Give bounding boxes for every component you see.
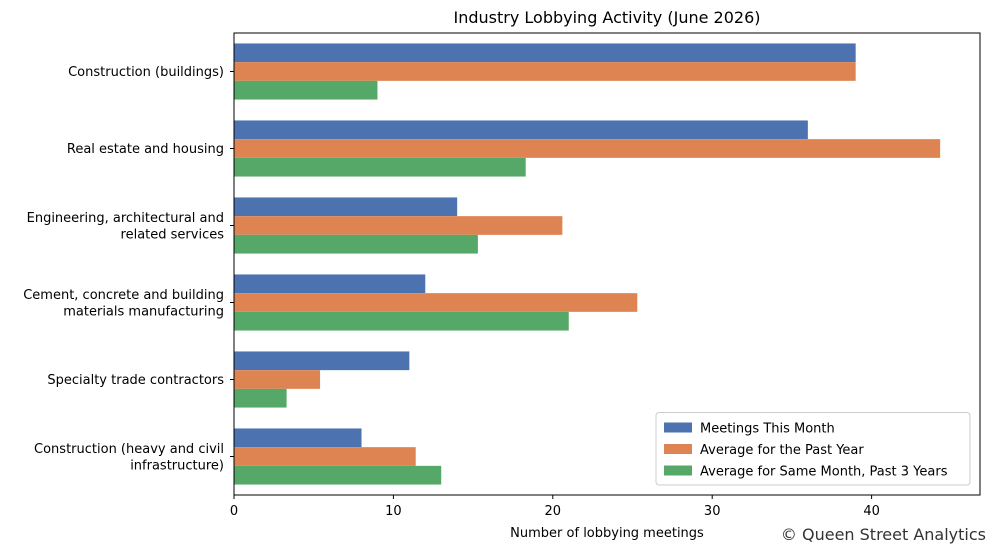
bar: [234, 388, 287, 408]
x-tick-label: 10: [385, 504, 402, 519]
legend-swatch: [664, 422, 692, 433]
chart-title: Industry Lobbying Activity (June 2026): [454, 8, 761, 27]
x-tick-label: 0: [230, 504, 238, 519]
x-axis-label: Number of lobbying meetings: [510, 526, 704, 541]
legend-label: Meetings This Month: [700, 422, 835, 437]
x-axis: 0 10 20 30 40: [230, 495, 880, 519]
bar: [234, 311, 569, 331]
bar: [234, 447, 416, 466]
legend-label: Average for the Past Year: [700, 443, 864, 458]
y-tick-label: Construction (buildings): [68, 65, 224, 80]
y-axis: Construction (buildings) Real estate and …: [23, 65, 234, 473]
legend-label: Average for Same Month, Past 3 Years: [700, 465, 948, 480]
y-tick-label: Specialty trade contractors: [47, 373, 224, 388]
bar: [234, 197, 458, 217]
y-tick-label: Real estate and housing: [67, 142, 224, 157]
bar: [234, 234, 478, 254]
x-tick-label: 40: [863, 504, 880, 519]
plot-area: [233, 32, 981, 496]
y-tick-label: Cement, concrete and building materials m…: [23, 288, 224, 320]
bar: [234, 43, 856, 63]
bar: [234, 428, 362, 448]
watermark: © Queen Street Analytics: [780, 525, 986, 544]
legend-swatch: [664, 444, 692, 454]
plot-frame: [233, 32, 981, 496]
bar: [234, 465, 442, 485]
bar: [234, 370, 321, 389]
bar: [234, 62, 856, 81]
legend-swatch: [664, 465, 692, 476]
bar: [234, 351, 410, 371]
bar: [234, 293, 638, 312]
bar: [234, 120, 808, 140]
bar: [234, 139, 941, 158]
y-tick-label: Construction (heavy and civil infrastruct…: [34, 442, 224, 474]
x-tick-label: 30: [704, 504, 721, 519]
bar: [234, 157, 526, 177]
bar: [234, 216, 563, 235]
y-tick-label: Engineering, architectural and related se…: [27, 211, 225, 243]
bar: [234, 80, 378, 100]
x-tick-label: 20: [545, 504, 562, 519]
bar: [234, 274, 426, 294]
legend: Meetings This Month Average for the Past …: [655, 412, 971, 486]
legend-box: [655, 412, 971, 486]
